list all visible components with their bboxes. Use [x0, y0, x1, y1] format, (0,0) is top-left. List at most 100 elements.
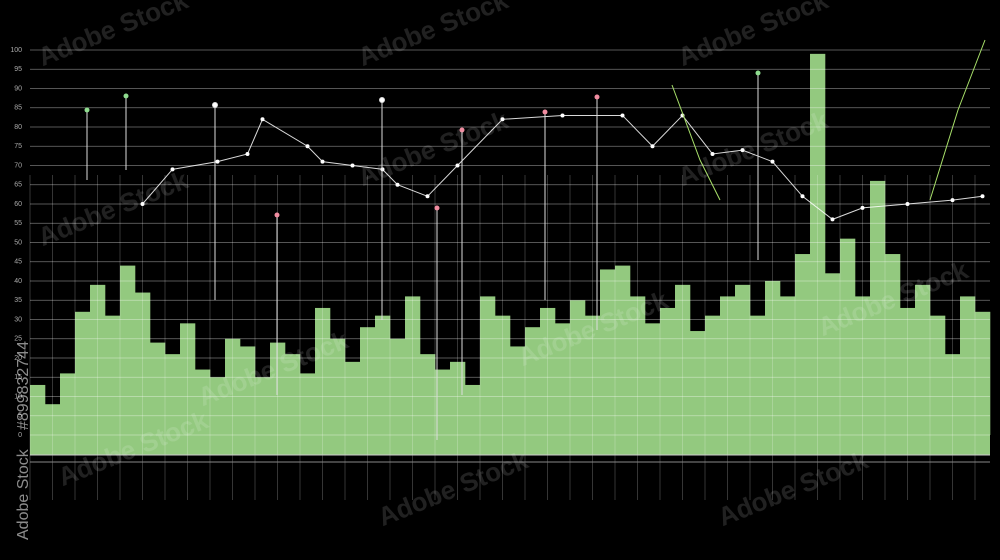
- y-tick-label: 30: [14, 316, 22, 323]
- bar: [435, 369, 451, 435]
- line-point: [215, 159, 220, 164]
- bar: [600, 269, 616, 435]
- bar: [330, 338, 346, 435]
- bar: [90, 284, 106, 435]
- y-tick-label: 20: [14, 355, 22, 362]
- line-point: [260, 117, 265, 122]
- bar: [840, 238, 856, 435]
- y-tick-label: 100: [10, 47, 22, 54]
- bar: [510, 346, 526, 435]
- bar: [240, 346, 256, 435]
- bar: [165, 354, 181, 435]
- bar: [915, 284, 931, 435]
- y-tick-label: 40: [14, 278, 22, 285]
- bar: [570, 300, 586, 435]
- bar: [315, 307, 331, 435]
- bar: [120, 265, 136, 435]
- bar: [810, 53, 826, 435]
- bar: [390, 338, 406, 435]
- y-tick-label: 15: [14, 374, 22, 381]
- line-point: [830, 217, 835, 222]
- y-tick-label: 10: [14, 393, 22, 400]
- bar: [855, 296, 871, 435]
- bar: [795, 254, 811, 435]
- line-point: [980, 194, 985, 199]
- line-point: [395, 182, 400, 187]
- stem-dot: [123, 93, 129, 99]
- y-tick-label: 25: [14, 336, 22, 343]
- line-point: [905, 202, 910, 206]
- bar: [660, 307, 676, 435]
- bar: [450, 361, 466, 435]
- bar: [105, 315, 121, 435]
- line-point: [800, 194, 805, 199]
- bar: [225, 338, 241, 435]
- bar: [480, 296, 496, 435]
- stem-dot: [459, 127, 465, 133]
- line-point: [245, 151, 250, 156]
- bar: [405, 296, 421, 435]
- watermark-side: Adobe Stock: [15, 448, 32, 540]
- bar: [870, 180, 886, 435]
- y-tick-label: 80: [14, 124, 22, 131]
- y-tick-label: 35: [14, 297, 22, 304]
- stem-dot: [594, 94, 600, 100]
- bar: [720, 296, 736, 435]
- accent-line: [929, 39, 986, 201]
- line-point: [500, 117, 505, 122]
- line-point: [425, 194, 430, 199]
- y-tick-label: 90: [14, 85, 22, 92]
- bar: [150, 342, 166, 435]
- line-point: [710, 151, 715, 156]
- y-tick-label: 85: [14, 105, 22, 112]
- stem-dot: [212, 102, 218, 108]
- bar: [975, 311, 991, 435]
- line-point: [650, 144, 655, 149]
- bar: [195, 369, 211, 435]
- line-point: [560, 113, 565, 118]
- bar: [540, 307, 556, 435]
- bar: [960, 296, 976, 435]
- line-point: [770, 159, 775, 164]
- bar: [135, 292, 151, 435]
- bar: [645, 323, 661, 435]
- bar: [285, 354, 301, 435]
- bar: [780, 296, 796, 435]
- stem-dot: [379, 97, 385, 103]
- line-point: [320, 159, 325, 164]
- bar: [525, 327, 541, 435]
- bar: [750, 315, 766, 435]
- bar: [420, 354, 436, 435]
- stem-dot: [274, 212, 280, 218]
- bar: [900, 307, 916, 435]
- bar: [675, 284, 691, 435]
- bar: [210, 377, 226, 435]
- bar: [75, 311, 91, 435]
- y-tick-label: 5: [18, 413, 22, 420]
- bar: [585, 315, 601, 435]
- plot: 0 5 10 15 20 25 30 35 40 45 50 55 60 65 70 75 80 85 90 95 10…: [10, 47, 991, 500]
- y-tick-label: 75: [14, 143, 22, 150]
- watermark-id: #899832744: [15, 341, 32, 430]
- accent-line: [671, 84, 721, 201]
- bar: [255, 377, 271, 435]
- line-point: [455, 163, 460, 168]
- bar: [30, 384, 46, 435]
- bar: [630, 296, 646, 435]
- bar: [60, 373, 76, 435]
- bar: [300, 373, 316, 435]
- line-point: [950, 198, 955, 203]
- line: [142, 114, 983, 220]
- bar: [360, 327, 376, 435]
- line-point: [860, 205, 865, 210]
- y-tick-label: 95: [14, 66, 22, 73]
- y-tick-label: 70: [14, 162, 22, 169]
- line-point: [620, 113, 625, 118]
- stem-dot: [84, 107, 90, 113]
- stem-dot: [542, 109, 548, 115]
- y-tick-label: 60: [14, 201, 22, 208]
- line-point: [740, 148, 745, 153]
- line-point: [140, 202, 145, 206]
- bar: [465, 384, 481, 435]
